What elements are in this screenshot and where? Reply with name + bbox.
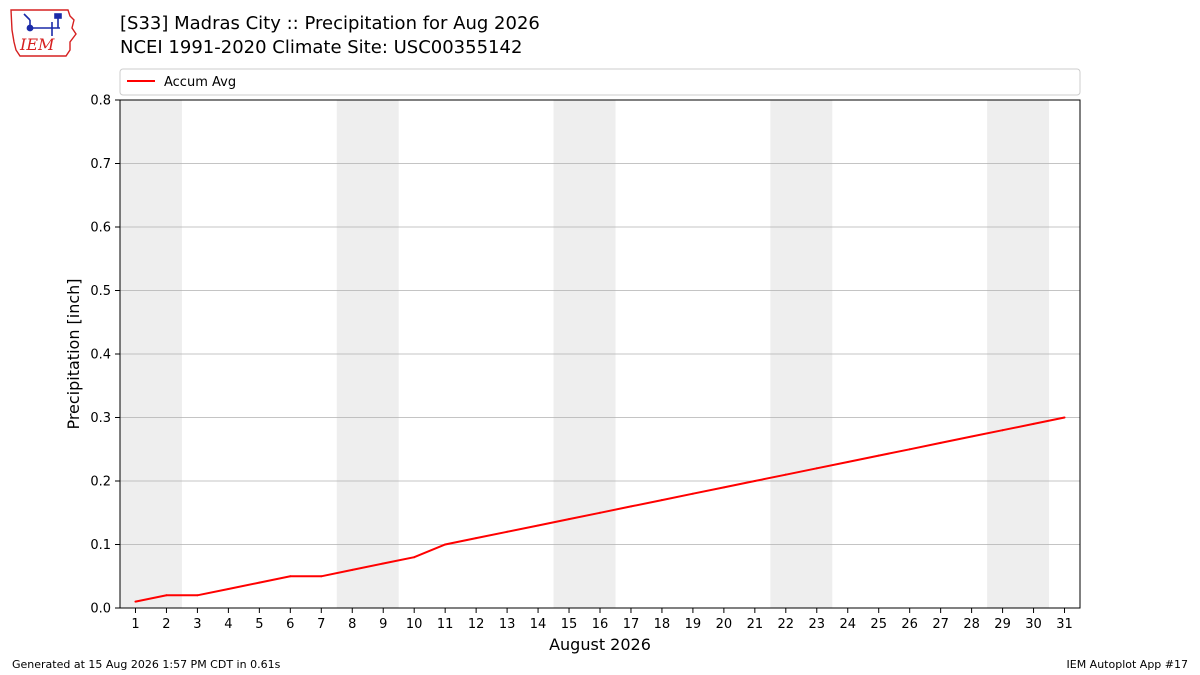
data-point: [660, 499, 663, 502]
x-tick-label: 31: [1056, 617, 1073, 632]
data-point: [444, 543, 447, 546]
data-point: [289, 575, 292, 578]
y-tick-label: 0.2: [90, 475, 111, 490]
data-point: [970, 435, 973, 438]
legend-label: Accum Avg: [164, 75, 236, 90]
y-tick-label: 0.6: [90, 221, 111, 236]
data-point: [1032, 422, 1035, 425]
x-tick-label: 2: [162, 617, 170, 632]
data-point: [1063, 416, 1066, 419]
y-tick-label: 0.0: [90, 602, 111, 617]
x-axis-label: August 2026: [549, 635, 651, 654]
legend: Accum Avg: [119, 68, 1081, 96]
data-point: [815, 467, 818, 470]
x-tick-label: 29: [994, 617, 1011, 632]
x-tick-label: 18: [654, 617, 671, 632]
x-tick-label: 3: [193, 617, 201, 632]
x-tick-label: 8: [348, 617, 356, 632]
x-tick-label: 26: [901, 617, 918, 632]
chart-title: [S33] Madras City :: Precipitation for A…: [120, 13, 540, 34]
data-point: [846, 460, 849, 463]
x-tick-label: 23: [809, 617, 826, 632]
data-point: [196, 594, 199, 597]
chart-subtitle: NCEI 1991-2020 Climate Site: USC00355142: [120, 37, 523, 58]
data-point: [568, 518, 571, 521]
data-point: [877, 454, 880, 457]
logo-text: IEM: [19, 35, 55, 54]
y-tick-label: 0.5: [90, 284, 111, 299]
data-point: [599, 511, 601, 514]
data-point: [227, 587, 230, 590]
data-point: [1001, 429, 1004, 432]
x-tick-label: 30: [1025, 617, 1042, 632]
x-tick-label: 13: [499, 617, 516, 632]
x-tick-label: 5: [255, 617, 263, 632]
x-tick-label: 12: [468, 617, 485, 632]
x-tick-label: 15: [561, 617, 578, 632]
legend-box: [119, 68, 1081, 96]
data-point: [784, 473, 787, 476]
data-point: [691, 492, 694, 495]
app-credit: IEM Autoplot App #17: [1066, 658, 1189, 671]
x-tick-label: 9: [379, 617, 387, 632]
iem-logo: IEM: [10, 9, 77, 57]
x-tick-label: 28: [963, 617, 980, 632]
y-tick-label: 0.4: [90, 348, 111, 363]
x-tick-label: 11: [437, 617, 454, 632]
data-point: [134, 600, 137, 603]
y-tick-label: 0.1: [90, 538, 111, 553]
data-point: [537, 524, 540, 527]
data-point: [629, 505, 632, 508]
y-axis-label: Precipitation [inch]: [64, 278, 83, 429]
data-point: [939, 441, 942, 444]
data-point: [753, 480, 756, 482]
x-tick-label: 6: [286, 617, 294, 632]
data-point: [382, 562, 385, 565]
y-tick-label: 0.7: [90, 157, 111, 172]
weather-station-icon: [23, 13, 62, 36]
x-tick-label: 7: [317, 617, 325, 632]
x-tick-label: 24: [839, 617, 856, 632]
iowa-outline: [10, 9, 77, 57]
x-tick-label: 1: [131, 617, 139, 632]
y-axis-ticks: 0.0 0.1 0.2 0.3 0.4 0.5 0.6 0.7 0.8: [90, 94, 120, 617]
x-tick-label: 19: [685, 617, 702, 632]
x-tick-label: 17: [623, 617, 640, 632]
data-point: [722, 486, 725, 489]
x-tick-label: 14: [530, 617, 547, 632]
x-tick-label: 10: [406, 617, 423, 632]
y-tick-label: 0.3: [90, 411, 111, 426]
x-tick-label: 25: [870, 617, 887, 632]
x-tick-label: 27: [932, 617, 949, 632]
x-axis-ticks: 1 2 3 4 5 6 7 8 9 10 11 12 13 14 15 16 17 18 19 20 21 22 23 24 2…: [131, 608, 1073, 632]
x-tick-label: 20: [716, 617, 733, 632]
generated-timestamp: Generated at 15 Aug 2026 1:57 PM CDT in …: [12, 658, 281, 671]
x-tick-label: 22: [778, 617, 795, 632]
x-tick-label: 16: [592, 617, 609, 632]
data-point: [475, 537, 478, 540]
series-layer: [134, 416, 1066, 603]
data-point: [413, 556, 416, 559]
x-tick-label: 4: [224, 617, 232, 632]
x-tick-label: 21: [747, 617, 764, 632]
data-point: [165, 594, 168, 597]
y-tick-label: 0.8: [90, 94, 111, 109]
data-point: [320, 575, 323, 578]
data-point: [351, 568, 354, 571]
data-point: [258, 581, 261, 584]
data-point: [506, 530, 509, 533]
data-point: [908, 448, 911, 451]
